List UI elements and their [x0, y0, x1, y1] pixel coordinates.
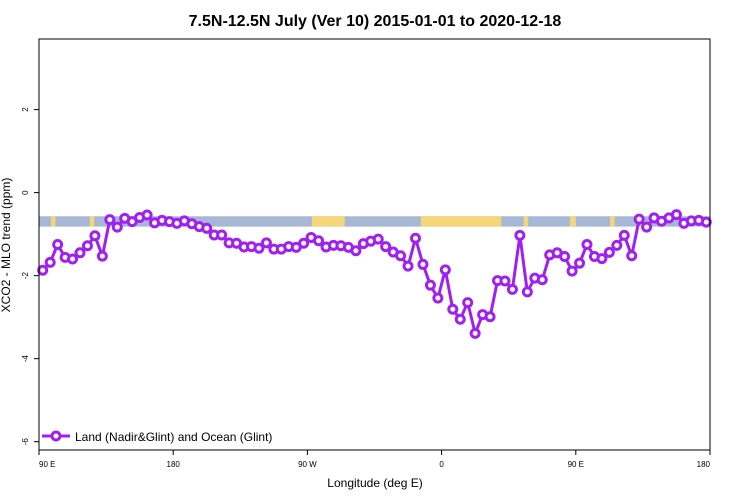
y-tick-label: 0 — [21, 190, 30, 195]
y-axis: 2 0 -2 -4 -6 — [21, 107, 39, 445]
data-point — [253, 242, 265, 254]
y-axis-label: XCO2 - MLO trend (ppm) — [0, 178, 13, 313]
data-point — [603, 246, 615, 258]
x-tick-label: 90 W — [298, 460, 317, 469]
data-point — [521, 286, 533, 298]
data-point — [536, 274, 548, 286]
x-axis-label: Longitude (deg E) — [327, 476, 422, 490]
series-layer — [37, 209, 712, 339]
data-point — [141, 209, 153, 221]
land-segment — [89, 216, 95, 227]
y-tick-label: -6 — [21, 438, 30, 446]
data-point — [514, 229, 526, 241]
y-tick-label: -4 — [21, 355, 30, 363]
data-point — [439, 264, 451, 276]
data-point — [74, 247, 86, 259]
data-point — [596, 253, 608, 265]
data-point — [216, 229, 228, 241]
data-point — [37, 264, 49, 276]
data-point — [626, 250, 638, 262]
data-point — [424, 279, 436, 291]
data-point — [298, 237, 310, 249]
data-point — [581, 239, 593, 250]
data-point — [380, 241, 392, 253]
data-point — [96, 250, 108, 262]
x-axis: 90 E 180 90 W 0 90 E 180 — [38, 450, 711, 469]
data-point — [402, 260, 414, 272]
data-point — [454, 313, 466, 325]
data-point — [447, 303, 459, 315]
series-line — [41, 213, 707, 335]
legend-marker-swatch — [50, 430, 62, 442]
data-point — [372, 233, 384, 245]
land-segment — [420, 216, 502, 227]
data-point — [395, 250, 407, 262]
data-point — [67, 253, 79, 265]
data-point — [506, 283, 518, 295]
land-segment — [314, 216, 345, 227]
data-point — [700, 216, 712, 228]
data-point — [313, 235, 325, 247]
legend: Land (Nadir&Glint) and Ocean (Glint) — [42, 430, 272, 444]
land-segment — [311, 216, 317, 227]
data-point — [559, 251, 571, 263]
y-tick-label: 2 — [21, 107, 30, 112]
data-point — [81, 240, 93, 252]
x-tick-label: 180 — [167, 460, 181, 469]
data-point — [484, 311, 496, 323]
x-tick-label: 0 — [439, 460, 444, 469]
plot-frame — [38, 38, 711, 451]
data-point — [89, 230, 101, 242]
y-tick-label: -2 — [21, 272, 30, 280]
x-tick-label: 90 E — [39, 460, 55, 469]
x-tick-label: 90 E — [568, 460, 584, 469]
data-point — [618, 229, 630, 241]
data-point — [104, 214, 116, 226]
data-point — [201, 222, 213, 234]
ocean-band — [39, 216, 710, 227]
data-point — [633, 213, 645, 225]
data-point — [499, 275, 511, 287]
data-point — [260, 237, 272, 249]
data-point — [432, 292, 444, 304]
data-point — [350, 245, 362, 257]
land-segment — [523, 216, 529, 227]
data-point — [417, 258, 429, 270]
data-point — [469, 327, 481, 339]
data-point — [641, 221, 653, 233]
data-point — [574, 257, 586, 269]
land-segment — [569, 216, 576, 227]
data-point — [44, 256, 56, 268]
legend-label: Land (Nadir&Glint) and Ocean (Glint) — [75, 430, 272, 444]
data-point — [611, 239, 623, 251]
data-point — [566, 265, 578, 277]
chart-title: 7.5N-12.5N July (Ver 10) 2015-01-01 to 2… — [189, 13, 562, 30]
data-point — [410, 232, 422, 244]
data-point — [670, 209, 682, 221]
land-segment — [50, 216, 56, 227]
x-tick-label: 180 — [697, 460, 711, 469]
data-point — [462, 297, 474, 309]
data-point — [52, 239, 64, 250]
data-point — [111, 221, 123, 233]
land-segment — [610, 216, 615, 227]
